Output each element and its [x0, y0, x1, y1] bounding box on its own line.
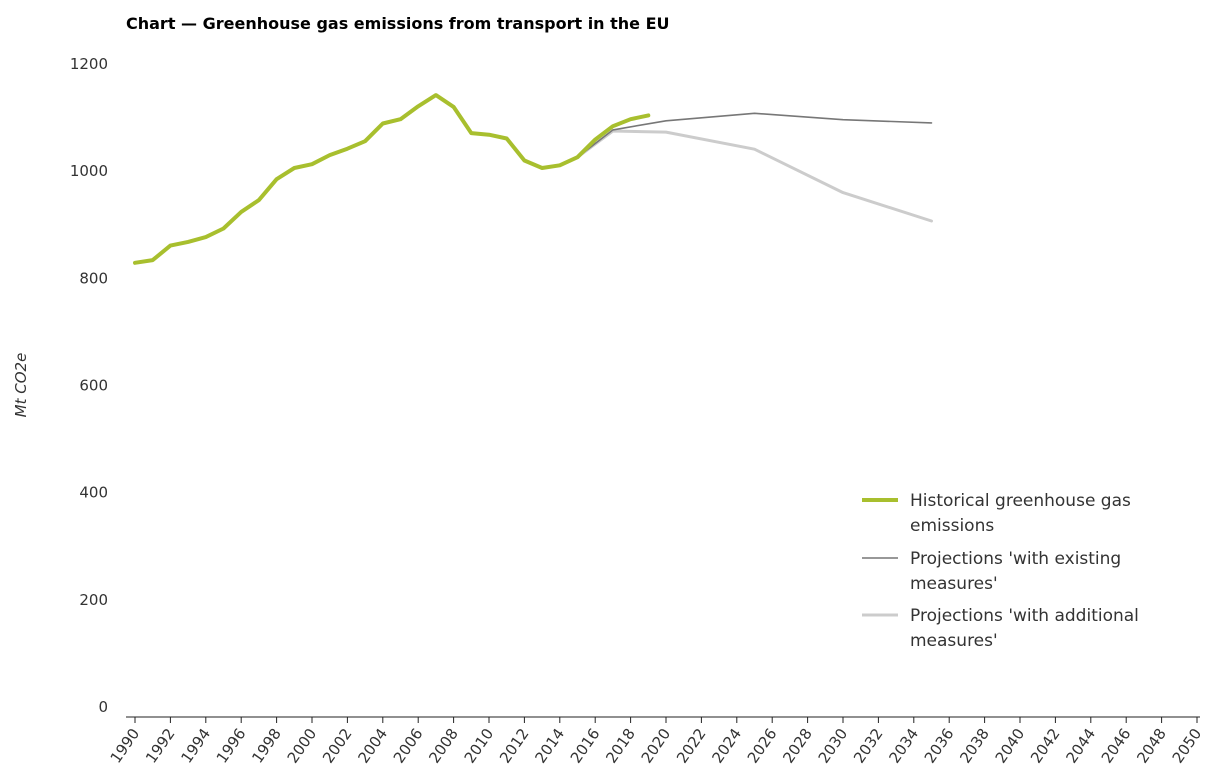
- legend-label: Historical greenhouse gas: [910, 491, 1131, 511]
- x-tick-label: 2000: [284, 725, 321, 767]
- x-tick-label: 1992: [142, 725, 179, 767]
- y-tick-label: 1000: [70, 162, 108, 180]
- y-tick-label: 0: [98, 698, 108, 716]
- x-tick-label: 2024: [708, 725, 745, 767]
- x-tick-label: 2038: [956, 725, 993, 767]
- x-tick-label: 1998: [248, 725, 285, 767]
- series-group: [133, 93, 933, 265]
- x-tick-label: 2014: [531, 725, 568, 767]
- x-tick-label: 2048: [1133, 725, 1170, 767]
- x-tick-label: 2018: [602, 725, 639, 767]
- x-tick-label: 2030: [815, 725, 852, 767]
- legend-label: measures': [910, 631, 998, 651]
- x-tick-label: 2044: [1062, 725, 1099, 767]
- x-tick-label: 1990: [107, 725, 144, 767]
- x-tick-label: 2034: [885, 725, 922, 767]
- series-line-additional-measures: [576, 129, 933, 223]
- x-tick-label: 2002: [319, 725, 356, 767]
- y-tick-label: 1200: [70, 55, 108, 73]
- x-tick-label: 2036: [921, 725, 958, 767]
- series-line-existing-measures: [576, 112, 933, 158]
- y-axis-label: Mt CO2e: [12, 353, 30, 418]
- y-tick-label: 600: [79, 377, 108, 395]
- x-tick-label: 2020: [638, 725, 675, 767]
- y-axis: 0 200 400 600 800 1000 1200: [70, 55, 108, 716]
- x-tick-label: 2026: [744, 725, 781, 767]
- y-tick-label: 400: [79, 484, 108, 502]
- x-tick-label: 2016: [567, 725, 604, 767]
- x-tick-label: 1996: [213, 725, 250, 767]
- x-tick-label: 2010: [461, 725, 498, 767]
- legend-label: measures': [910, 574, 998, 594]
- legend-label: Projections 'with existing: [910, 549, 1121, 569]
- x-tick-label: 2032: [850, 725, 887, 767]
- series-line-historical: [133, 93, 651, 265]
- y-tick-label: 200: [79, 591, 108, 609]
- x-axis: 1990199219941996199820002002200420062008…: [107, 717, 1206, 767]
- x-tick-label: 2008: [425, 725, 462, 767]
- x-tick-label: 2042: [1027, 725, 1064, 767]
- x-tick-label: 2022: [673, 725, 710, 767]
- legend-label: emissions: [910, 516, 994, 536]
- y-tick-label: 800: [79, 269, 108, 287]
- x-tick-label: 2004: [354, 725, 391, 767]
- legend: Historical greenhouse gas emissions Projec…: [862, 491, 1139, 651]
- x-tick-label: 2046: [1098, 725, 1135, 767]
- x-tick-label: 2050: [1169, 725, 1206, 767]
- legend-label: Projections 'with additional: [910, 606, 1139, 626]
- x-tick-label: 2028: [779, 725, 816, 767]
- x-tick-label: 2012: [496, 725, 533, 767]
- x-tick-label: 2006: [390, 725, 427, 767]
- x-tick-label: 2040: [992, 725, 1029, 767]
- x-tick-label: 1994: [177, 725, 214, 767]
- chart-title: Chart — Greenhouse gas emissions from tr…: [126, 14, 670, 33]
